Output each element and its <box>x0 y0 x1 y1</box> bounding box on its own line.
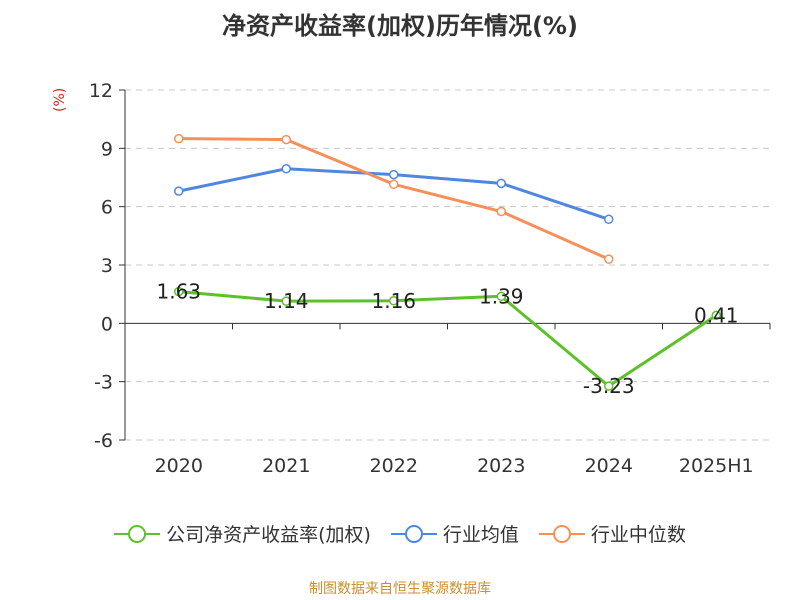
y-tick-label: 12 <box>89 80 113 102</box>
data-label: 1.14 <box>264 289 309 313</box>
data-point <box>281 164 291 174</box>
legend-line-marker-icon <box>390 524 437 543</box>
data-point <box>281 134 291 145</box>
legend-label-company: 公司净资产收益率(加权) <box>166 524 371 546</box>
series-line <box>178 290 718 388</box>
legend: 公司净资产收益率(加权) 行业均值 行业中位数 <box>0 520 800 547</box>
legend-line-marker-icon <box>114 524 161 543</box>
legend-label-industry-mean: 行业均值 <box>442 524 519 546</box>
data-label: 1.39 <box>479 284 524 308</box>
data-point <box>496 291 506 302</box>
legend-item-company[interactable]: 公司净资产收益率(加权) <box>114 520 371 547</box>
data-point <box>496 206 506 217</box>
data-point <box>389 179 399 190</box>
legend-item-industry-median[interactable]: 行业中位数 <box>538 520 686 547</box>
x-tick-label: 2025H1 <box>679 455 754 477</box>
y-tick-label: -3 <box>94 372 113 394</box>
data-point <box>711 310 721 321</box>
data-labels: 1.63 1.14 1.16 1.39 -3.23 0.41 <box>156 280 738 399</box>
gridlines <box>125 89 770 441</box>
data-point <box>604 214 614 225</box>
y-tick-label: -6 <box>94 430 113 452</box>
axes: 12 9 6 3 0 -3 -6 2020 2021 2022 2023 2024 2025H1 <box>89 80 771 477</box>
x-tick-label: 2021 <box>262 455 310 477</box>
data-label: 1.16 <box>371 289 416 313</box>
data-point <box>496 178 506 189</box>
data-point <box>604 254 614 264</box>
x-tick-label: 2024 <box>585 455 633 477</box>
x-tick-label: 2022 <box>370 455 418 477</box>
y-tick-label: 0 <box>101 313 113 335</box>
data-label: -3.23 <box>583 374 635 398</box>
x-tick-label: 2023 <box>477 455 525 477</box>
data-point <box>174 133 184 144</box>
y-tick-label: 6 <box>101 197 113 219</box>
y-tick-label: 3 <box>101 255 113 277</box>
data-label: 0.41 <box>694 303 739 327</box>
chart-title: 净资产收益率(加权)历年情况(%) <box>222 12 578 40</box>
data-label: 1.63 <box>156 280 201 304</box>
legend-label-industry-median: 行业中位数 <box>590 524 686 546</box>
y-tick-label: 9 <box>101 138 113 160</box>
data-point <box>604 381 614 391</box>
legend-item-industry-mean[interactable]: 行业均值 <box>390 520 519 547</box>
series-lines <box>174 133 721 391</box>
data-point <box>389 169 399 180</box>
data-point <box>281 296 291 306</box>
data-point <box>174 186 184 196</box>
x-tick-label: 2020 <box>155 455 203 477</box>
data-point <box>389 296 399 306</box>
legend-line-marker-icon <box>538 524 585 543</box>
data-point <box>174 286 184 297</box>
data-source-note: 制图数据来自恒生聚源数据库 <box>309 581 491 597</box>
